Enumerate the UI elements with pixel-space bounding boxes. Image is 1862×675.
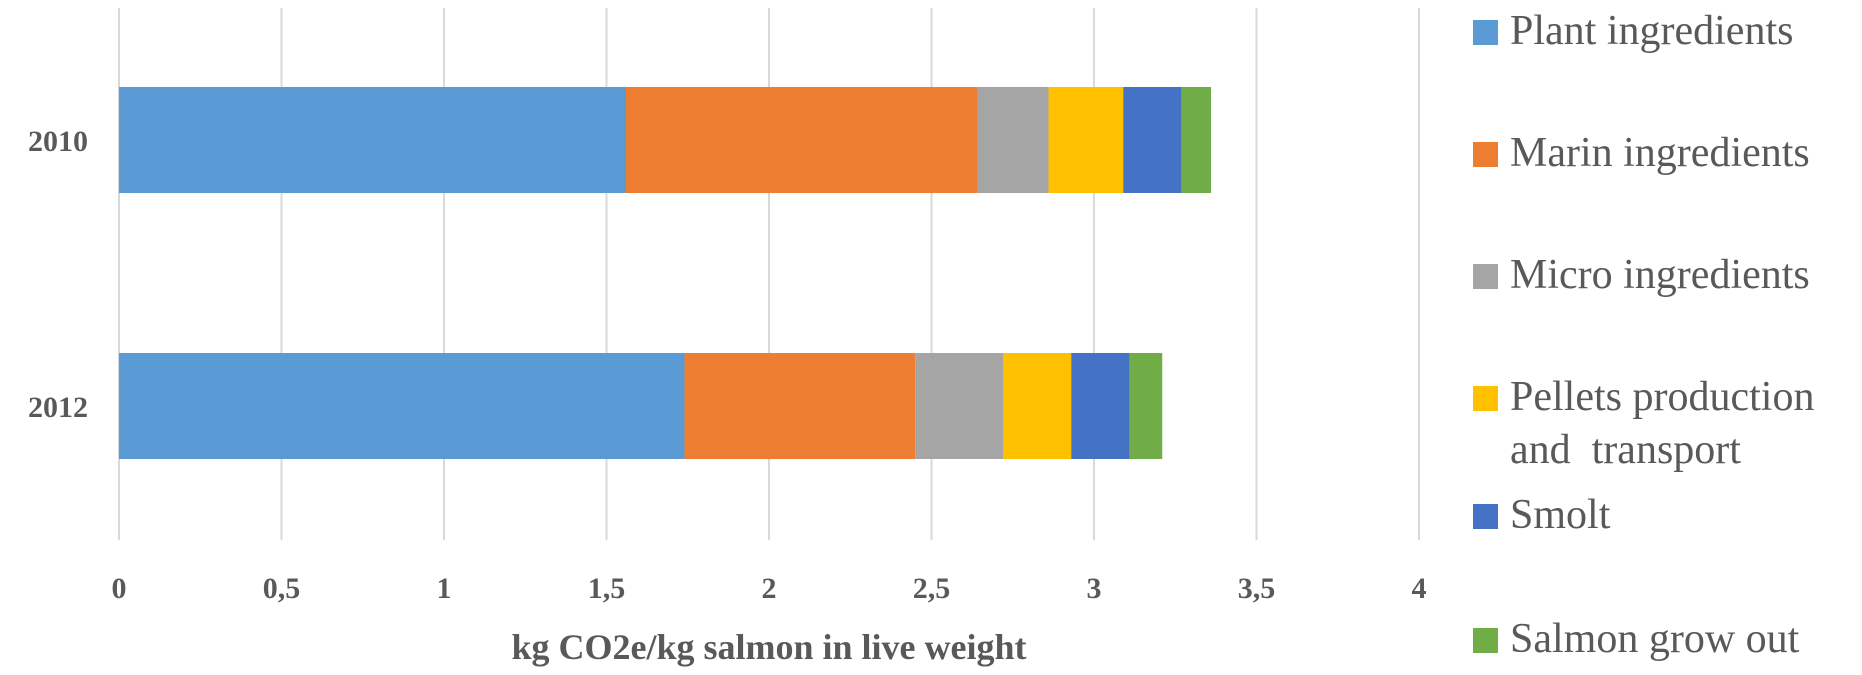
legend-swatch	[1473, 20, 1498, 45]
legend-label: Pellets production	[1510, 374, 1814, 420]
category-label: 2012	[28, 391, 88, 424]
x-axis-title: kg CO2e/kg salmon in live weight	[511, 627, 1026, 667]
bar-segment	[119, 87, 626, 193]
legend-swatch	[1473, 264, 1498, 289]
bar-segment	[626, 87, 977, 193]
legend-label: Micro ingredients	[1510, 252, 1810, 298]
bar-segment	[1048, 87, 1124, 193]
legend-label: Salmon grow out	[1510, 616, 1800, 662]
x-tick-label: 2	[762, 572, 777, 605]
x-tick-label: 1	[437, 572, 452, 605]
legend: Plant ingredients Marin ingredients Micro …	[1473, 8, 1814, 662]
legend-label: and transport	[1510, 427, 1741, 473]
legend-label: Plant ingredients	[1510, 8, 1793, 54]
bar-segment	[1071, 353, 1130, 459]
x-tick-label: 0	[112, 572, 127, 605]
x-axis-ticks: 0 0,5 1 1,5 2 2,5 3 3,5 4	[112, 572, 1427, 605]
legend-label: Marin ingredients	[1510, 130, 1810, 176]
x-tick-label: 3	[1087, 572, 1102, 605]
legend-swatch	[1473, 628, 1498, 653]
x-tick-label: 0,5	[263, 572, 301, 605]
x-tick-label: 3,5	[1238, 572, 1276, 605]
bars	[119, 87, 1211, 459]
y-axis-categories: 2010 2012	[28, 125, 88, 424]
x-tick-label: 1,5	[588, 572, 626, 605]
legend-label: Smolt	[1510, 492, 1611, 538]
bar-segment	[1181, 87, 1211, 193]
bar-segment	[1003, 353, 1072, 459]
category-label: 2010	[28, 125, 88, 158]
legend-swatch	[1473, 142, 1498, 167]
bar-segment	[915, 353, 1003, 459]
bar-segment	[684, 353, 916, 459]
bar-segment	[1129, 353, 1163, 459]
legend-swatch	[1473, 504, 1498, 529]
bar-segment	[977, 87, 1049, 193]
x-tick-label: 2,5	[913, 572, 951, 605]
bar-segment	[119, 353, 685, 459]
legend-swatch	[1473, 386, 1498, 411]
bar-segment	[1123, 87, 1182, 193]
x-tick-label: 4	[1412, 572, 1427, 605]
